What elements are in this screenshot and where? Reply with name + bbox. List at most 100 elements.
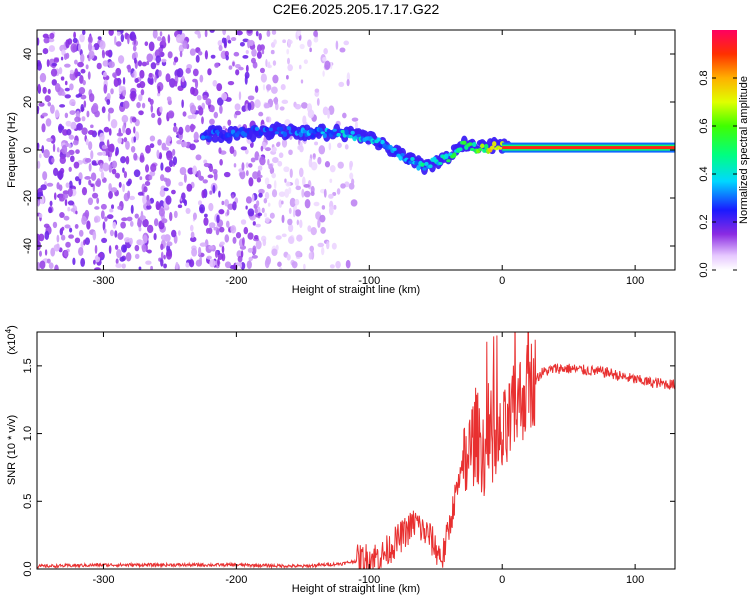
heatmap-cell: [39, 153, 42, 159]
heatmap-cell: [181, 141, 188, 148]
heatmap-cell: [285, 181, 291, 187]
heatmap-cell: [121, 244, 128, 253]
heatmap-cell: [214, 249, 219, 258]
heatmap-cell: [281, 233, 287, 238]
heatmap-cell: [185, 67, 191, 74]
heatmap-cell: [94, 206, 100, 210]
ridge-cell: [272, 126, 278, 132]
heatmap-cell: [249, 39, 254, 44]
heatmap-cell: [150, 62, 157, 70]
heatmap-cell: [155, 200, 160, 210]
heatmap-cell: [181, 75, 185, 83]
heatmap-cell: [69, 227, 73, 233]
heatmap-cell: [343, 40, 350, 46]
heatmap-cell: [56, 182, 60, 190]
heatmap-cell: [146, 224, 154, 234]
heatmap-cell: [252, 221, 256, 226]
heatmap-cell: [178, 44, 184, 53]
heatmap-cell: [263, 102, 271, 109]
heatmap-cell: [300, 79, 304, 84]
heatmap-cell: [61, 226, 65, 231]
heatmap-cell: [223, 171, 231, 178]
heatmap-cell: [191, 247, 198, 257]
heatmap-cell: [218, 190, 221, 198]
heatmap-cell: [69, 83, 74, 91]
heatmap-cell: [254, 85, 259, 93]
heatmap-cell: [267, 61, 271, 69]
heatmap-cell: [126, 216, 133, 222]
x-tick-label: 100: [626, 574, 644, 586]
heatmap-cell: [125, 155, 130, 165]
ridge-cell: [254, 126, 260, 131]
heatmap-cell: [152, 30, 158, 39]
heatmap-cell: [263, 198, 268, 204]
heatmap-cell: [160, 234, 168, 241]
heatmap-cell: [238, 66, 244, 71]
heatmap-cell: [81, 215, 87, 225]
heatmap-cell: [232, 201, 237, 211]
x-tick-label: -200: [225, 275, 247, 287]
y-tick-label: 1.5: [22, 358, 34, 373]
heatmap-cell: [53, 167, 59, 177]
heatmap-cell: [173, 122, 177, 127]
heatmap-cell: [174, 80, 178, 87]
heatmap-cell: [132, 45, 137, 52]
ridge-cell: [480, 143, 485, 149]
heatmap-cell: [217, 40, 223, 47]
heatmap-cell: [266, 183, 272, 189]
ridge-cell: [444, 153, 449, 160]
heatmap-cell: [189, 259, 195, 268]
heatmap-cell: [208, 245, 215, 250]
heatmap-cell: [336, 188, 341, 195]
heatmap-cell: [275, 244, 279, 251]
heatmap-cell: [118, 55, 125, 64]
heatmap-cell: [246, 30, 253, 34]
heatmap-cell: [160, 257, 164, 267]
heatmap-cell: [45, 118, 52, 127]
heatmap-cell: [169, 78, 176, 88]
heatmap-cell: [158, 69, 162, 77]
heatmap-cell: [67, 207, 71, 212]
heatmap-cell: [286, 253, 291, 261]
heatmap-cell: [254, 151, 260, 161]
ridge-cell: [424, 161, 429, 166]
heatmap-cell: [299, 43, 305, 50]
heatmap-cell: [257, 165, 263, 171]
heatmap-cell: [43, 223, 50, 229]
heatmap-cell: [272, 60, 277, 66]
heatmap-cell: [354, 120, 358, 131]
ridge-cell: [420, 162, 425, 167]
heatmap-cell: [91, 192, 99, 199]
heatmap-cell: [68, 166, 72, 172]
heatmap-cell: [272, 74, 279, 84]
heatmap-cell: [150, 163, 157, 173]
heatmap-cell: [103, 84, 108, 94]
heatmap-cell: [241, 162, 245, 171]
heatmap-cell: [64, 63, 71, 68]
heatmap-cell: [271, 189, 278, 198]
heatmap-cell: [111, 160, 118, 169]
heatmap-cell: [117, 205, 122, 210]
heatmap-cell: [54, 109, 60, 118]
x-tick-label: 0: [499, 275, 505, 287]
heatmap-cell: [198, 51, 203, 56]
heatmap-cell: [139, 176, 143, 181]
heatmap-cell: [233, 163, 237, 168]
snr-x-axis-label: Height of straight line (km): [292, 583, 420, 595]
heatmap-cell: [116, 31, 121, 36]
heatmap-cell: [310, 191, 315, 197]
ridge-cell: [350, 130, 355, 135]
heatmap-cell: [91, 160, 97, 166]
heatmap-cell: [287, 39, 292, 48]
heatmap-cell: [127, 190, 131, 199]
heatmap-cell: [250, 157, 256, 163]
heatmap-cell: [140, 89, 145, 96]
heatmap-cell: [224, 199, 229, 207]
heatmap-cell: [117, 232, 124, 240]
heatmap-cell: [255, 239, 262, 250]
ridge-cell: [270, 131, 276, 137]
ridge-cell: [292, 126, 298, 132]
heatmap-cell: [68, 180, 73, 189]
heatmap-cell: [322, 56, 327, 62]
heatmap-cell: [107, 144, 115, 152]
